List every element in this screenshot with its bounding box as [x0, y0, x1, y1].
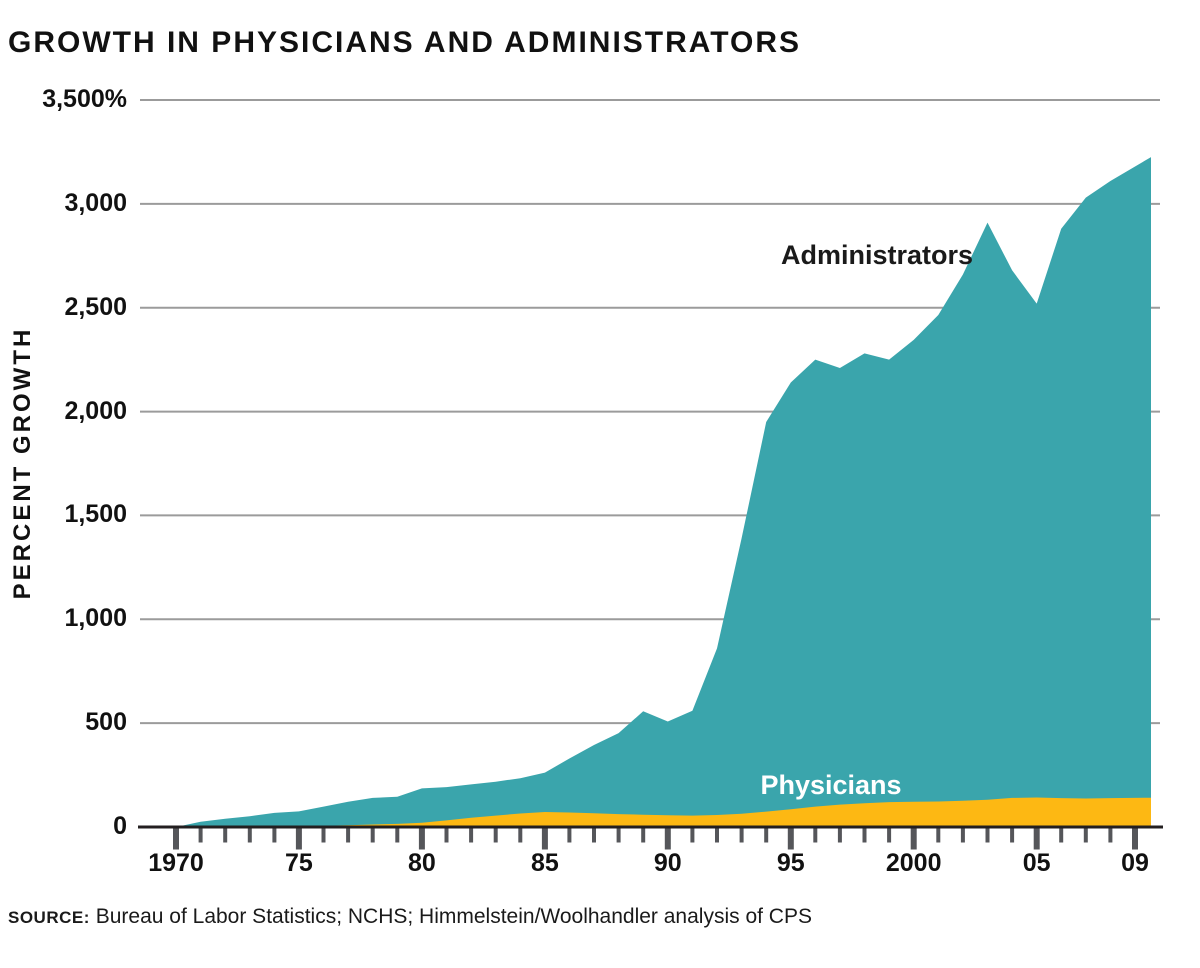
tick-1976 [321, 828, 326, 843]
x-tick-label-1985: 85 [530, 849, 559, 877]
tick-1977 [346, 828, 351, 843]
tick-1990 [664, 828, 671, 850]
tick-1991 [690, 828, 695, 843]
tick-1975 [295, 828, 302, 850]
tick-1984 [518, 828, 523, 843]
y-tick-label-500: 500 [85, 708, 127, 737]
tick-1999 [887, 828, 892, 843]
x-tick-label-1980: 80 [407, 849, 436, 877]
tick-2006 [1059, 828, 1064, 843]
chart-title: GROWTH IN PHYSICIANS AND ADMINISTRATORS [8, 26, 802, 59]
tick-2007 [1083, 828, 1088, 843]
x-tick-label-1975: 75 [285, 849, 313, 877]
source-note: SOURCE: Bureau of Labor Statistics; NCHS… [8, 905, 812, 929]
tick-1998 [862, 828, 867, 843]
tick-1971 [198, 828, 203, 843]
tick-1996 [813, 828, 818, 843]
series-label-physicians: Physicians [760, 770, 902, 800]
tick-1989 [641, 828, 646, 843]
tick-1986 [567, 828, 572, 843]
y-tick-label-3000: 3,000 [64, 188, 127, 217]
tick-1985 [541, 828, 548, 850]
area-administrators [176, 157, 1151, 828]
tick-1982 [469, 828, 474, 843]
tick-1993 [739, 828, 744, 843]
source-text: Bureau of Labor Statistics; NCHS; Himmel… [89, 905, 812, 928]
tick-2000 [910, 828, 917, 850]
y-tick-label-2500: 2,500 [64, 292, 127, 321]
x-tick-label-2009: 09 [1121, 849, 1149, 877]
y-tick-label-0: 0 [113, 812, 127, 840]
tick-2001 [936, 828, 941, 843]
area-physicians [176, 797, 1151, 827]
tick-2008 [1108, 828, 1113, 843]
y-tick-label-2000: 2,000 [64, 396, 127, 425]
tick-1979 [395, 828, 400, 843]
x-tick-label-1995: 95 [776, 849, 805, 877]
y-tick-label-1000: 1,000 [64, 604, 127, 633]
tick-1983 [493, 828, 498, 843]
tick-1978 [370, 828, 375, 843]
tick-1973 [247, 828, 252, 843]
tick-1970 [173, 828, 179, 850]
tick-1988 [616, 828, 621, 843]
series-label-administrators: Administrators [780, 240, 974, 270]
tick-1992 [715, 828, 719, 843]
tick-2005 [1033, 828, 1040, 850]
x-tick-label-1990: 90 [653, 849, 682, 877]
tick-1987 [592, 828, 596, 843]
x-tick-label-2005: 05 [1022, 849, 1051, 877]
source-prefix: SOURCE: [8, 908, 90, 927]
y-tick-label-1500: 1,500 [64, 500, 127, 529]
tick-1980 [418, 828, 425, 850]
x-tick-label-1970: 1970 [148, 849, 204, 877]
tick-2002 [960, 828, 965, 843]
tick-2003 [985, 828, 990, 843]
tick-1972 [223, 828, 228, 843]
tick-1994 [764, 828, 769, 843]
tick-2004 [1010, 828, 1015, 843]
tick-1974 [272, 828, 277, 843]
tick-2009 [1132, 828, 1138, 850]
tick-1997 [837, 828, 842, 843]
tick-1995 [787, 828, 794, 850]
y-tick-label-3500: 3,500% [42, 85, 127, 113]
x-tick-label-2000: 2000 [885, 849, 942, 877]
tick-1981 [444, 828, 449, 843]
